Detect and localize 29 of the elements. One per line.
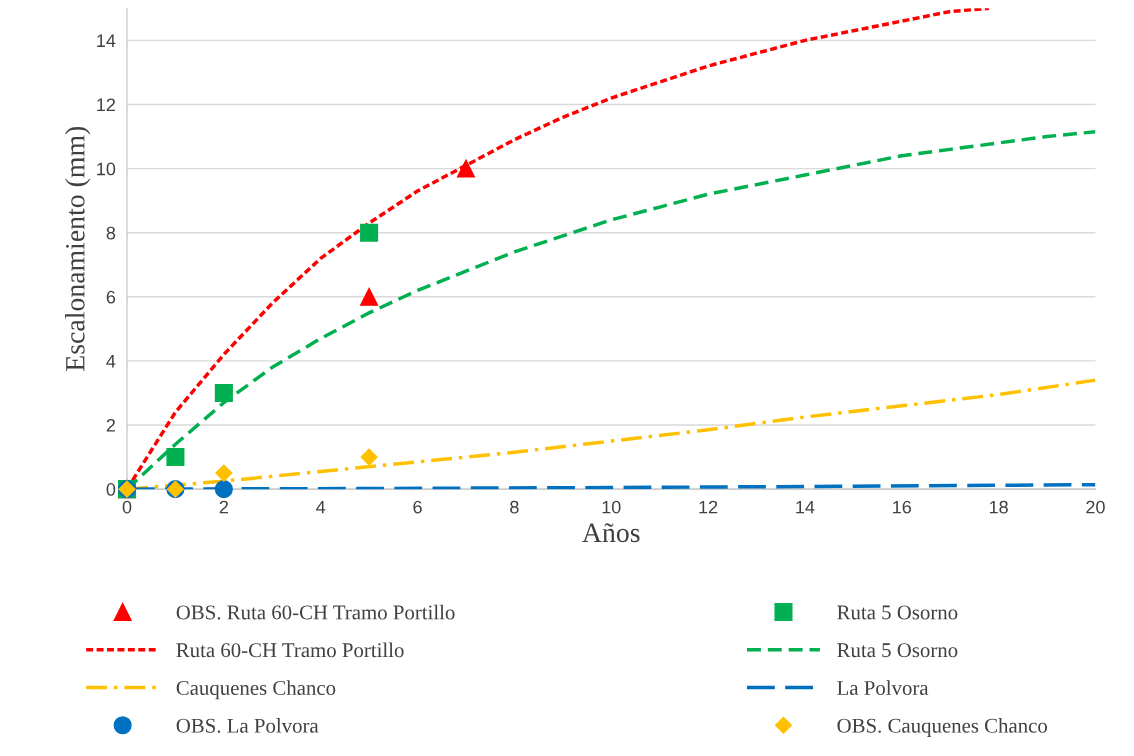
x-tick-label: 20 (1086, 500, 1105, 514)
legend-label: OBS. Ruta 60-CH Tramo Portillo (176, 604, 455, 620)
x-tick-label: 14 (796, 500, 815, 514)
x-tick-label: 4 (316, 500, 326, 514)
y-tick-label: 6 (106, 290, 116, 304)
legend-label: Ruta 5 Osorno (837, 605, 958, 620)
x-tick-label: 18 (989, 500, 1008, 514)
legend-label: Ruta 60-CH Tramo Portillo (176, 642, 404, 658)
y-axis-title: Escalonamiento (mm) (65, 126, 91, 371)
y-tick-label: 2 (106, 418, 115, 432)
x-axis-title: Años (582, 523, 640, 543)
x-tick-label: 2 (219, 500, 228, 514)
x-tick-label: 0 (122, 500, 132, 514)
x-tick-label: 10 (602, 500, 621, 514)
y-tick-label: 14 (97, 34, 116, 47)
y-tick-label: 0 (106, 483, 116, 496)
legend-label: OBS. La Polvora (176, 718, 319, 733)
y-tick-label: 4 (106, 355, 116, 368)
y-tick-label: 12 (97, 98, 115, 112)
legend-label: Ruta 5 Osorno (837, 643, 958, 658)
legend-label: La Polvora (837, 680, 929, 695)
x-tick-label: 8 (510, 500, 519, 514)
legend-label: Cauquenes Chanco (176, 680, 336, 700)
x-tick-label: 6 (413, 500, 422, 514)
y-tick-label: 8 (106, 226, 116, 240)
y-tick-label: 10 (97, 162, 116, 176)
x-tick-label: 16 (893, 500, 912, 514)
x-tick-label: 12 (699, 500, 718, 514)
legend-label: OBS. Cauquenes Chanco (837, 718, 1048, 737)
